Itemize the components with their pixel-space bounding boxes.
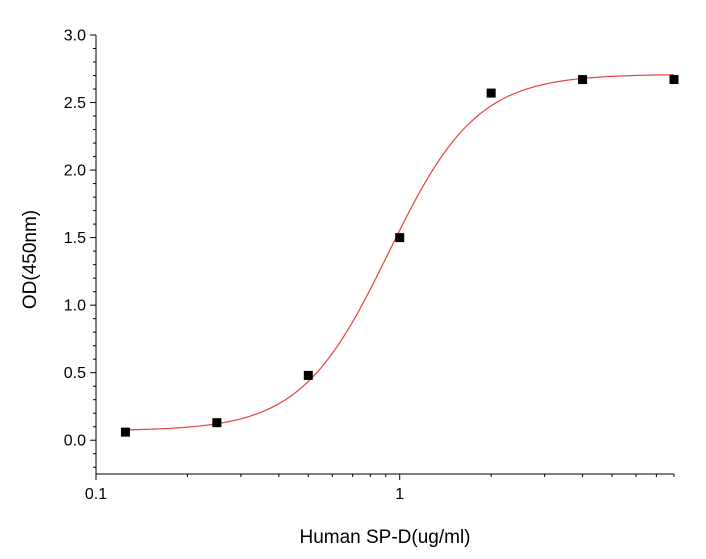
y-tick-label: 0.0 (64, 433, 86, 450)
data-point (120, 427, 130, 437)
y-tick-label: 3.0 (64, 28, 86, 45)
data-point (578, 75, 588, 85)
x-axis-label: Human SP-D(ug/ml) (299, 527, 470, 548)
y-tick-label: 2.0 (64, 163, 86, 180)
y-tick-label: 1.5 (64, 230, 86, 247)
y-tick-label: 1.0 (64, 298, 86, 315)
data-points (120, 75, 679, 437)
y-axis-label: OD(450nm) (20, 210, 41, 309)
axes: 0.0 0.5 1.0 1.5 2.0 2.5 3.0 0.1 1 (64, 28, 675, 503)
y-tick-label: 0.5 (64, 365, 86, 382)
data-point (669, 75, 679, 85)
x-tick-label: 0.1 (85, 486, 107, 503)
data-point (486, 88, 496, 98)
data-point (212, 418, 222, 428)
data-point (303, 370, 313, 380)
data-point (395, 233, 405, 243)
y-tick-label: 2.5 (64, 95, 86, 112)
x-tick-label: 1 (395, 486, 404, 503)
